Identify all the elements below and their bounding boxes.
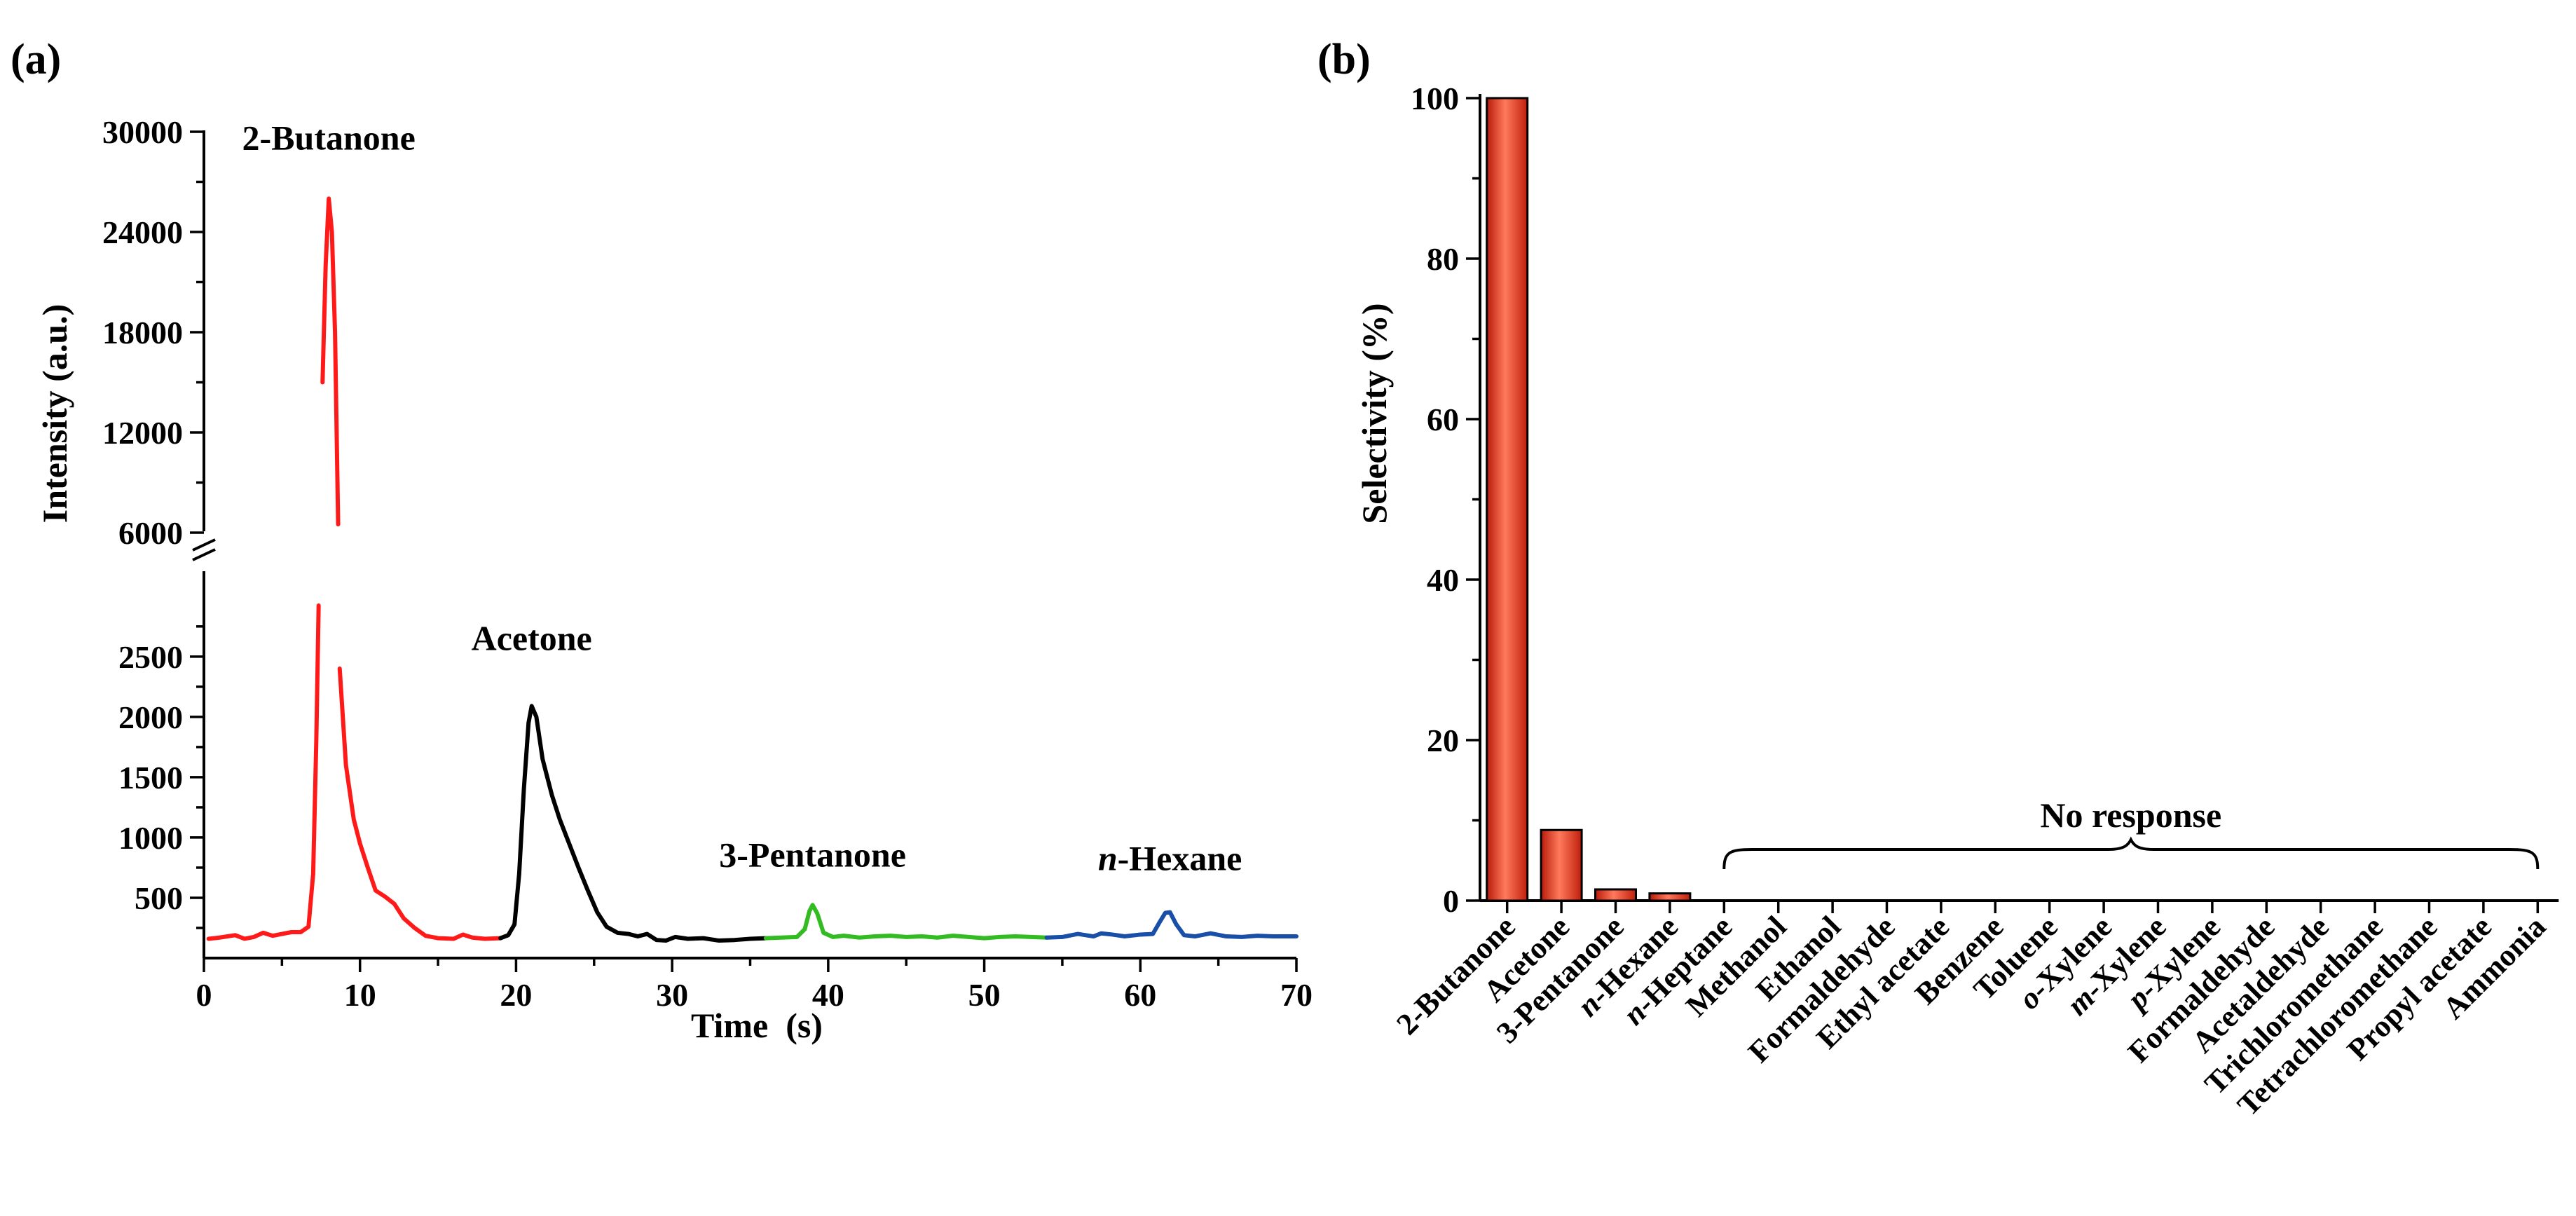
x-tick-label: 0 — [196, 977, 212, 1013]
trace-2-butanone — [206, 603, 321, 941]
panel-a-peak-labels: 2-Butanone Acetone 3-Pentanone n-Hexane — [242, 118, 1242, 877]
trace-acetone — [498, 704, 768, 943]
y-tick-label: 80 — [1427, 241, 1459, 277]
x-tick-label: 40 — [812, 977, 844, 1013]
y-tick-label: 2500 — [118, 639, 183, 675]
y-tick-label: 6000 — [118, 515, 183, 551]
axis-break-mark — [192, 548, 216, 561]
trace-3-pentanone — [763, 903, 1049, 941]
y-tick-label: 30000 — [102, 114, 183, 150]
panel-a-y-axis-title: Intensity (a.u.) — [35, 304, 74, 524]
x-tick-label: 10 — [344, 977, 376, 1013]
bar — [1540, 828, 1583, 902]
panel-a-x-axis-title: Time (s) — [691, 1006, 823, 1045]
y-tick-label: 0 — [1443, 883, 1459, 919]
y-tick-label: 40 — [1427, 562, 1459, 598]
no-response-annotation: No response — [2040, 795, 2221, 835]
y-tick-label: 1000 — [118, 820, 183, 856]
y-tick-label: 24000 — [102, 214, 183, 250]
panel-a-label: (a) — [11, 36, 61, 83]
x-tick-label: 20 — [500, 977, 532, 1013]
y-tick-label: 1500 — [118, 760, 183, 795]
panel-a-traces — [206, 196, 1299, 943]
y-tick-label: 12000 — [102, 415, 183, 451]
peak-label: 3-Pentanone — [719, 835, 906, 874]
x-tick-label: 50 — [968, 977, 1001, 1013]
x-tick-label: 30 — [656, 977, 688, 1013]
axis-break-mark — [192, 538, 216, 552]
panel-b-label: (b) — [1317, 36, 1371, 83]
panel-b-bars — [1486, 97, 1692, 902]
peak-label: Acetone — [472, 618, 592, 657]
panel-b-axes: 0 20 40 60 80 100 — [1411, 81, 2559, 919]
trace-2-butanone — [337, 667, 503, 941]
no-response-brace — [1722, 836, 2540, 870]
panel-b-y-axis-title: Selectivity (%) — [1355, 303, 1394, 524]
trace-n-hexane — [1044, 910, 1299, 940]
y-tick-label: 60 — [1427, 402, 1459, 437]
peak-label: n-Hexane — [1098, 839, 1242, 878]
x-tick-label: 70 — [1280, 977, 1313, 1013]
bar — [1648, 892, 1692, 902]
bar — [1486, 97, 1529, 902]
x-tick-label: 60 — [1124, 977, 1156, 1013]
y-tick-label: 2000 — [118, 699, 183, 735]
y-tick-label: 500 — [135, 880, 183, 916]
y-tick-label: 100 — [1411, 81, 1459, 116]
panel-b-category-labels: 2-ButanoneAcetone3-Pentanonen-Hexanen-He… — [1390, 909, 2552, 1122]
panel-a-axes: 0 10 20 30 40 50 60 70 500 1000 1500 2000 2500 6000 12… — [102, 114, 1313, 1013]
panel-b-selectivity: (b) 0 20 40 60 80 100 2-ButanoneAcetone3-Pent… — [1317, 36, 2559, 1123]
panel-a-chromatogram: (a) 0 10 20 30 40 50 60 70 500 1000 1500 2000 2500 60… — [11, 36, 1313, 1045]
peak-label: 2-Butanone — [242, 118, 416, 157]
y-tick-label: 18000 — [102, 315, 183, 350]
y-tick-label: 20 — [1427, 723, 1459, 758]
bar — [1594, 888, 1637, 902]
trace-2-butanone-upper — [320, 196, 341, 527]
